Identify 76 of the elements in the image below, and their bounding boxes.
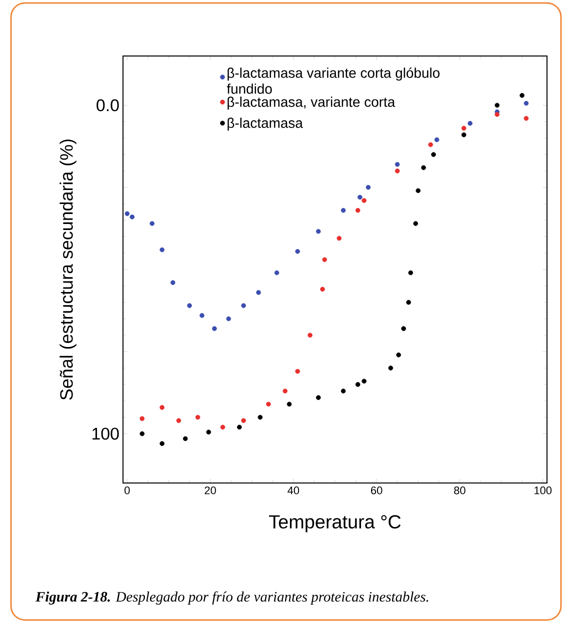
point: [394, 168, 400, 174]
point: [130, 214, 135, 220]
point: [160, 441, 164, 446]
point: [187, 303, 192, 308]
point: [236, 424, 242, 430]
point: [340, 388, 346, 394]
point: [461, 126, 466, 131]
point: [355, 382, 360, 387]
point: [316, 395, 321, 400]
point: [308, 332, 312, 338]
legend-label: β-lactamasa, variante corta: [228, 96, 396, 110]
point: [200, 313, 204, 318]
point: [226, 316, 231, 322]
point: [295, 249, 300, 254]
point: [388, 366, 394, 370]
point: [124, 211, 130, 216]
point: [320, 286, 325, 292]
point: [140, 431, 145, 436]
point: [316, 228, 321, 234]
point: [322, 257, 328, 262]
point: [295, 368, 300, 374]
point: [336, 236, 342, 241]
point: [241, 303, 246, 308]
point: [413, 221, 418, 226]
x-tick-label: 80: [454, 486, 466, 494]
x-tick-label: 60: [371, 486, 382, 494]
point: [524, 116, 529, 121]
point: [182, 436, 188, 442]
point: [362, 378, 366, 384]
point: [494, 102, 500, 108]
point: [408, 270, 414, 276]
point: [358, 194, 362, 200]
point: [160, 247, 164, 252]
point: [406, 300, 411, 305]
x-tick-label: 20: [204, 486, 216, 494]
point: [150, 221, 154, 226]
point: [195, 414, 200, 420]
point: [396, 352, 401, 358]
point: [362, 198, 366, 203]
point: [461, 132, 466, 138]
point: [431, 152, 436, 157]
point: [434, 137, 440, 142]
point: [206, 430, 212, 434]
point: [140, 416, 145, 422]
point: [274, 270, 280, 276]
point: [366, 184, 371, 190]
point: [176, 418, 182, 423]
point: [421, 165, 426, 170]
point: [428, 142, 434, 148]
point: [220, 424, 226, 430]
point: [170, 280, 176, 286]
x-tick-label: 0: [124, 486, 130, 494]
point: [494, 112, 500, 117]
point: [520, 93, 524, 98]
point: [340, 208, 346, 213]
y-tick-label: 0.0: [96, 99, 119, 112]
x-tick-label: 40: [288, 486, 300, 494]
text: Figura 2-18. Desplegado por frío de variantes proteicas inestables.: [36, 591, 428, 605]
y-axis-title: Señal (estructura secundaria (%): [60, 140, 76, 400]
x-axis-title: Temperatura °C: [269, 515, 401, 532]
point: [282, 388, 288, 394]
point: [394, 162, 400, 167]
point: [212, 326, 217, 332]
legend-label: β-lactamasa: [228, 118, 303, 131]
point: [258, 414, 263, 420]
point: [286, 402, 292, 407]
point: [468, 120, 472, 126]
x-tick-label: 100: [534, 486, 552, 494]
point: [241, 418, 246, 423]
point: [401, 326, 406, 332]
point: [355, 208, 360, 213]
point: [160, 405, 164, 410]
point: [524, 100, 529, 106]
point: [256, 290, 261, 295]
point: [416, 188, 421, 194]
point: [266, 402, 271, 407]
